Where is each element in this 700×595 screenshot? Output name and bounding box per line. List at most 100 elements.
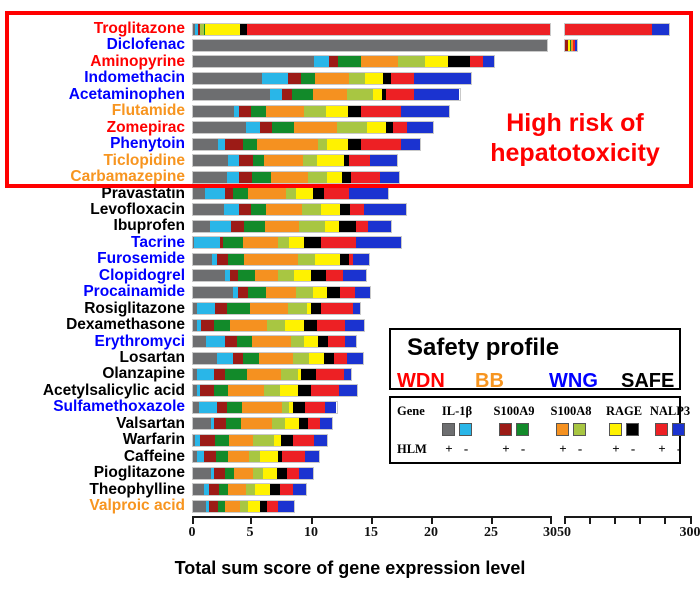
drug-label: Olanzapine [102, 365, 185, 383]
chart-row: Olanzapine [0, 366, 700, 382]
gene-legend-swatch [459, 423, 472, 436]
bar-segment [195, 434, 201, 446]
axis-tick-label: 15 [364, 525, 378, 540]
high-risk-annotation: High risk of hepatotoxicity [455, 108, 695, 168]
bar-segment [315, 368, 344, 380]
bar-segment [234, 105, 240, 117]
bar-segment [227, 303, 250, 315]
bar-segment [651, 23, 669, 35]
bar-segment [348, 253, 354, 265]
bar-segment [319, 418, 332, 430]
bar-segment [193, 23, 195, 35]
axis-tick [589, 516, 591, 524]
bar-segment [339, 385, 357, 397]
bar-segment [193, 204, 224, 216]
bar-segment [295, 286, 314, 298]
bar-segment [385, 122, 393, 134]
bar-segment [341, 171, 352, 183]
bar-segment [361, 105, 402, 117]
gene-legend-swatch [626, 423, 639, 436]
bar-segment [249, 451, 260, 463]
bar-track [192, 367, 352, 381]
bar-segment [307, 171, 327, 183]
bar-segment [201, 319, 215, 331]
bar-segment [228, 253, 244, 265]
bar-segment [222, 237, 243, 249]
chart-row: Tacrine [0, 234, 700, 251]
hlm-sign: - [520, 441, 526, 456]
bar-segment [265, 220, 300, 232]
bar-segment [292, 434, 315, 446]
hlm-sign: + [502, 441, 510, 456]
bar-segment [237, 270, 256, 282]
bar-segment [361, 56, 399, 68]
bar-segment [193, 500, 206, 512]
bar-track [192, 55, 496, 69]
bar-segment [340, 253, 349, 265]
bar-segment [193, 220, 210, 232]
bar-segment [298, 418, 309, 430]
bar-segment [320, 204, 340, 216]
bar-segment [234, 467, 253, 479]
bar-segment [267, 319, 285, 331]
bar-segment [193, 303, 197, 315]
bar-segment [284, 418, 299, 430]
chart-row: Pioglitazone [0, 465, 700, 481]
bar-segment [278, 500, 294, 512]
bar-segment [210, 467, 215, 479]
bar-segment [317, 336, 329, 348]
bar-segment [344, 155, 349, 167]
chart-row: Sulfamethoxazole [0, 399, 700, 415]
bar-segment [266, 105, 305, 117]
bar-track [192, 88, 461, 102]
bar-segment [200, 23, 204, 35]
drug-label: Diclofenac [106, 36, 185, 54]
bar-segment [251, 336, 291, 348]
bar-segment [282, 451, 305, 463]
bar-segment [288, 237, 305, 249]
bar-segment [271, 418, 285, 430]
bar-segment [214, 319, 230, 331]
bar-segment [289, 401, 293, 413]
bar-segment [217, 500, 225, 512]
bar-segment [295, 188, 314, 199]
axis-tick [491, 516, 493, 524]
bar-segment [233, 188, 249, 199]
bar-segment [293, 122, 338, 134]
bar-track [192, 219, 393, 233]
bar-segment [233, 286, 238, 298]
bar-segment [565, 23, 652, 35]
bar-segment [247, 500, 260, 512]
drug-label: Indomethacin [84, 69, 185, 87]
axis-tick [639, 516, 641, 524]
bar-segment [193, 72, 262, 84]
bar-track [192, 450, 320, 464]
bar-segment [447, 56, 471, 68]
bar-segment [277, 270, 295, 282]
bar-segment [316, 319, 346, 331]
axis-tick [690, 516, 692, 524]
bar-segment [300, 72, 315, 84]
bar-segment [425, 56, 448, 68]
bar-segment [204, 188, 225, 199]
drug-label: Carbamazepine [70, 168, 185, 186]
bar-segment [297, 368, 302, 380]
gene-legend-name: S100A8 [550, 404, 592, 418]
bar-segment [310, 270, 327, 282]
bar-track [192, 38, 548, 52]
bar-segment [274, 434, 282, 446]
gene-legend-name: IL-1β [441, 404, 473, 418]
bar-segment [286, 467, 299, 479]
chart-row: Troglitazone [0, 21, 700, 37]
bar-segment [326, 171, 342, 183]
safety-code-bb: BB [475, 370, 504, 392]
bar-segment [211, 253, 217, 265]
drug-label: Pravastatin [101, 184, 185, 202]
axis-tick [311, 516, 313, 524]
bar-segment [326, 270, 343, 282]
bar-segment [373, 89, 383, 101]
bar-track [192, 269, 368, 283]
bar-segment [301, 368, 316, 380]
bar-segment [193, 155, 229, 167]
chart-row: Warfarin [0, 432, 700, 448]
